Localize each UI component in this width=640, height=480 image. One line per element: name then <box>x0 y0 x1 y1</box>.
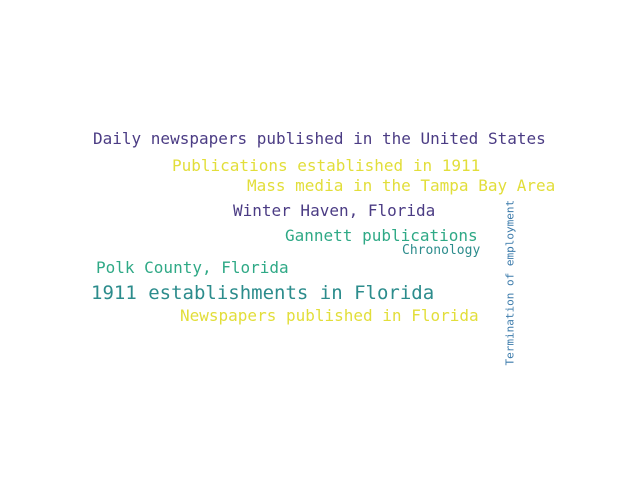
word-1911-establishments: 1911 establishments in Florida <box>91 282 435 304</box>
word-daily-newspapers: Daily newspapers published in the United… <box>93 129 546 148</box>
word-polk-county: Polk County, Florida <box>96 258 289 277</box>
word-publications-established-1911: Publications established in 1911 <box>172 156 481 175</box>
word-chronology: Chronology <box>402 243 481 258</box>
word-termination-of-employment: Termination of employment <box>503 199 517 366</box>
word-gannett-publications: Gannett publications <box>285 226 478 245</box>
word-winter-haven: Winter Haven, Florida <box>233 201 436 220</box>
word-newspapers-published-florida: Newspapers published in Florida <box>180 306 479 325</box>
word-mass-media-tampa-bay: Mass media in the Tampa Bay Area <box>247 176 556 195</box>
